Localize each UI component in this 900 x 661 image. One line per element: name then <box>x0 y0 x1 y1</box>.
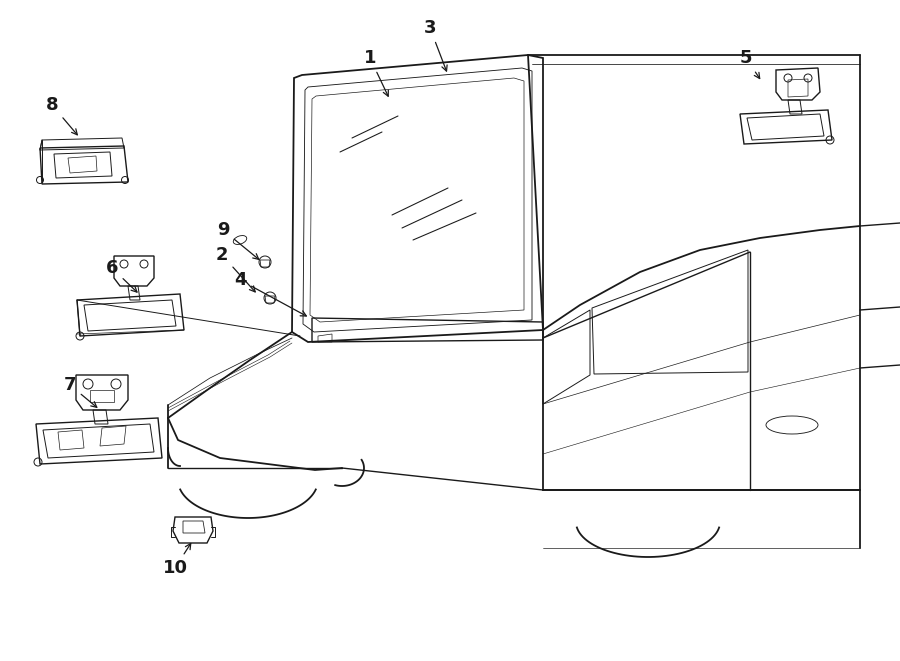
Text: 3: 3 <box>424 19 447 71</box>
Text: 7: 7 <box>64 376 97 407</box>
Text: 2: 2 <box>216 246 256 292</box>
Text: 6: 6 <box>106 259 137 292</box>
Text: 1: 1 <box>364 49 388 97</box>
Text: 9: 9 <box>217 221 259 259</box>
Text: 10: 10 <box>163 543 191 577</box>
Text: 8: 8 <box>46 96 77 135</box>
Text: 5: 5 <box>740 49 760 79</box>
Text: 4: 4 <box>234 271 306 316</box>
